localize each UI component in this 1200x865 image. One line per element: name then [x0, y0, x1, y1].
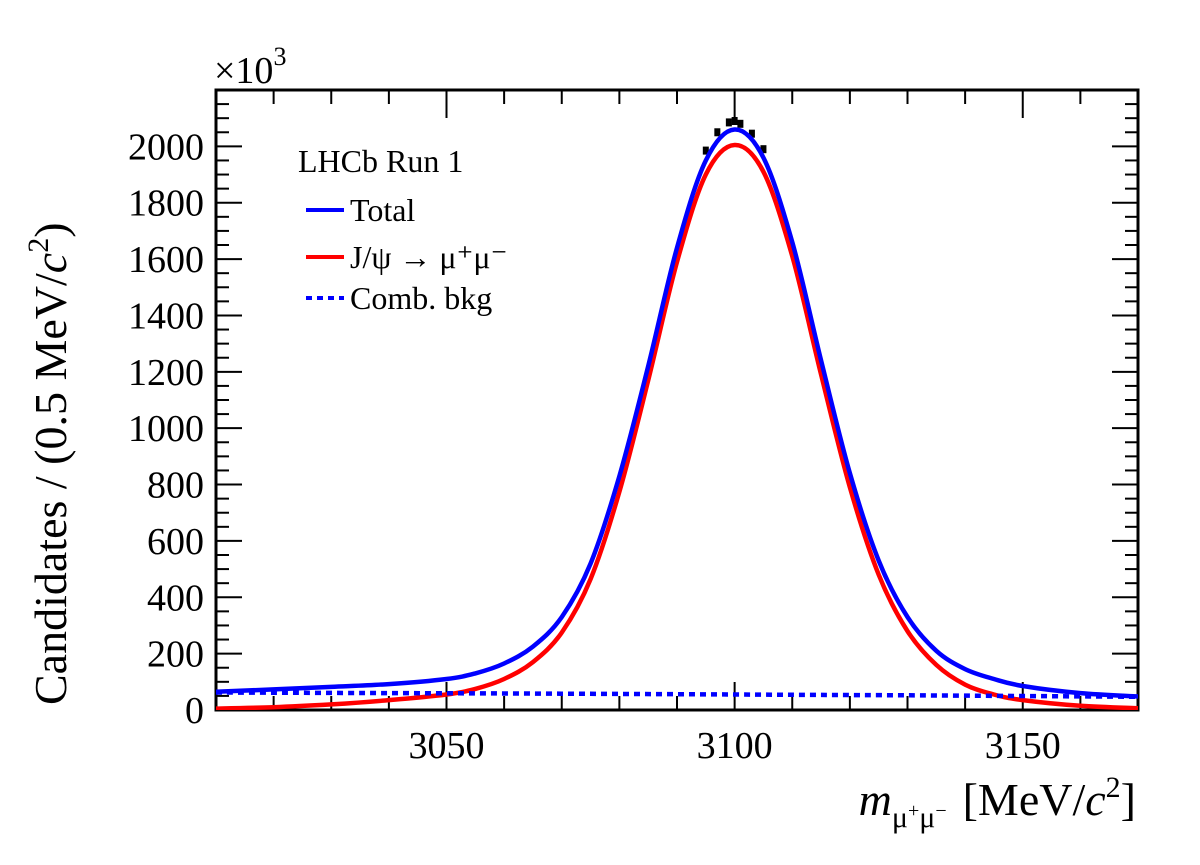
series-line-1 [216, 142, 1138, 710]
legend-label-comb-bkg: Comb. bkg [350, 280, 492, 316]
x-axis-subscript-minus: − [935, 800, 946, 822]
y-axis-title-prefix: Candidates / (0.5 MeV/ [25, 273, 76, 705]
y-tick-label-7: 1400 [128, 295, 204, 337]
data-point [725, 118, 732, 127]
y-tick-label-2: 400 [147, 577, 204, 619]
x-tick-label-1: 3100 [697, 725, 773, 767]
x-axis-unit-close: ] [1121, 774, 1136, 825]
x-axis-unit-exp: 2 [1106, 771, 1121, 804]
data-point [748, 129, 755, 138]
x-axis-unit-open: [MeV/ [963, 774, 1086, 825]
data-point [702, 146, 709, 155]
y-multiplier: ×103 [214, 42, 286, 92]
curves [216, 117, 1138, 710]
data-point [737, 119, 744, 128]
data-point [714, 128, 721, 137]
plot-area [214, 88, 1140, 712]
y-multiplier-exp: 3 [273, 42, 286, 71]
y-tick-label-4: 800 [147, 465, 204, 507]
y-tick-label-1: 200 [147, 634, 204, 676]
y-tick-label-3: 600 [147, 521, 204, 563]
x-axis-subscript-mu2: μ [919, 801, 935, 834]
y-tick-label-5: 1000 [128, 408, 204, 450]
y-tick-label-9: 1800 [128, 183, 204, 225]
legend-label-signal: J/ψ → μ⁺μ⁻ [350, 239, 507, 275]
x-axis-title: mμ+μ− [MeV/c2] [859, 771, 1136, 834]
data-point [731, 117, 738, 125]
legend: LHCb Run 1 Total J/ψ → μ⁺μ⁻ Comb. bkg [298, 143, 507, 316]
y-axis-title-suffix: ) [25, 222, 76, 237]
series-line-0 [216, 127, 1138, 699]
axis-ticks [215, 90, 1139, 711]
y-tick-label-10: 2000 [128, 126, 204, 168]
x-axis-title-symbol: m [859, 774, 892, 825]
y-tick-label-8: 1600 [128, 239, 204, 281]
y-axis-title-exp: 2 [22, 238, 55, 253]
y-multiplier-base: ×10 [214, 50, 273, 92]
legend-header: LHCb Run 1 [298, 143, 463, 179]
data-point [760, 145, 767, 154]
x-axis-subscript-plus: + [908, 800, 919, 822]
y-axis-title-c: c [25, 253, 76, 273]
x-tick-label-0: 3050 [409, 725, 485, 767]
y-axis-title: Candidates / (0.5 MeV/c2) [22, 222, 76, 705]
series-line-2 [216, 690, 1138, 700]
y-tick-label-0: 0 [185, 690, 204, 732]
x-axis-unit-c: c [1085, 774, 1105, 825]
y-tick-label-6: 1200 [128, 352, 204, 394]
x-axis-subscript-mu1: μ [892, 801, 908, 834]
x-tick-label-2: 3150 [985, 725, 1061, 767]
x-tick-labels: 3050 3100 3150 [409, 725, 1061, 767]
legend-label-total: Total [350, 192, 415, 228]
y-tick-labels: 0 200 400 600 800 1000 1200 1400 1600 1800 2000 [128, 126, 204, 732]
